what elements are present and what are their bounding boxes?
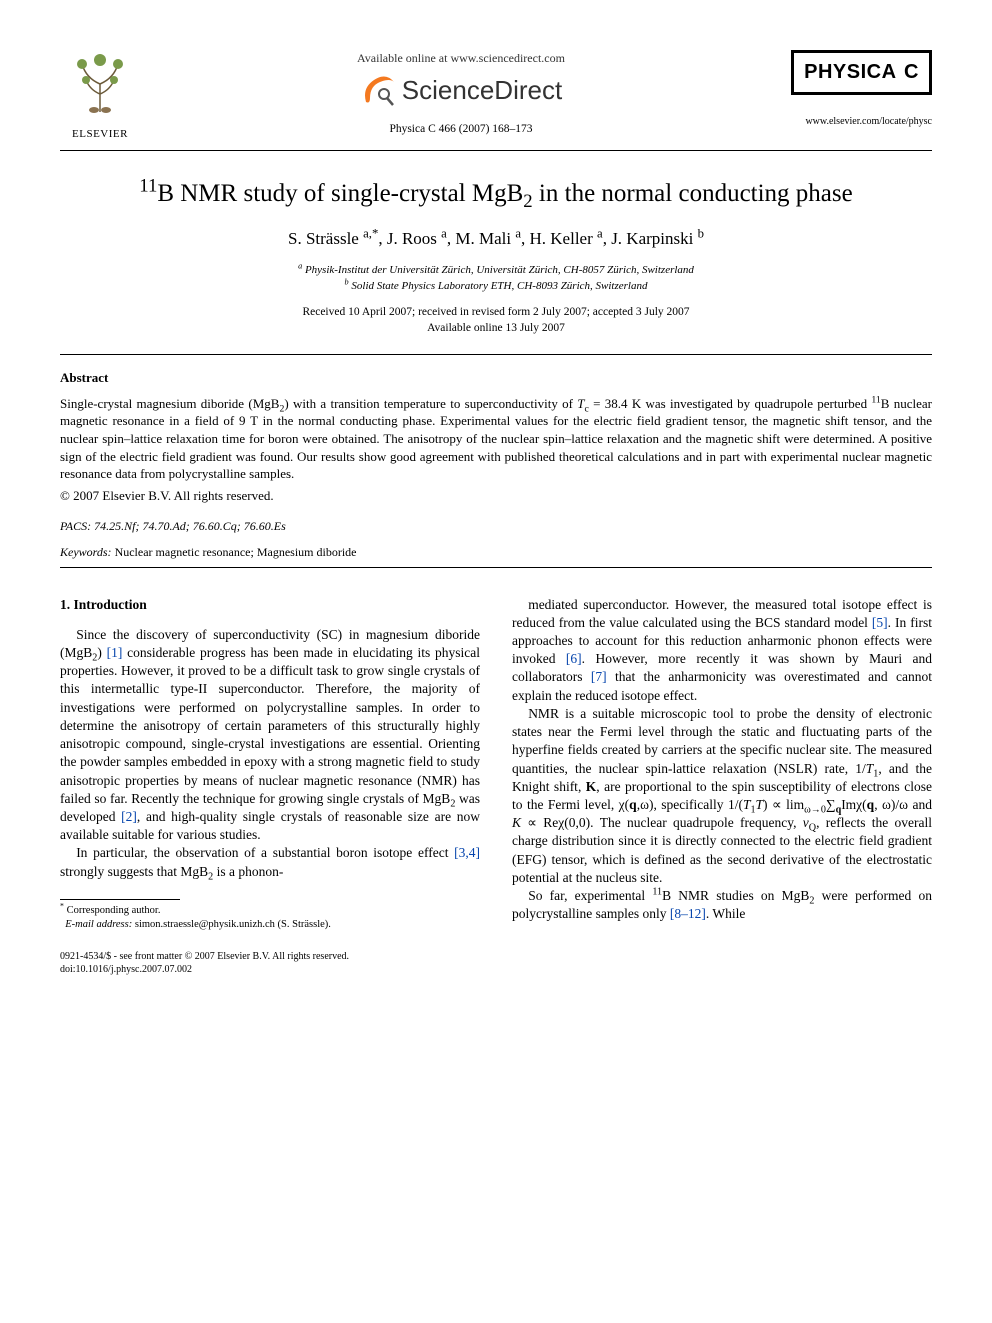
elsevier-name: ELSEVIER [60,127,140,142]
abstract-bottom-rule [60,567,932,568]
email-label: E-mail address: [65,919,132,930]
article-dates: Received 10 April 2007; received in revi… [60,304,932,336]
online-date: Available online 13 July 2007 [60,320,932,336]
authors-line: S. Strässle a,*, J. Roos a, M. Mali a, H… [60,228,932,251]
affiliation-b: b Solid State Physics Laboratory ETH, CH… [60,279,932,294]
page-header: ELSEVIER Available online at www.science… [60,50,932,142]
header-rule [60,150,932,151]
right-column: mediated superconductor. However, the me… [512,596,932,933]
email-who: (S. Strässle). [278,919,331,930]
available-online-text: Available online at www.sciencedirect.co… [140,50,782,66]
abstract-body: Single-crystal magnesium diboride (MgB2)… [60,395,932,483]
sciencedirect-logo: ScienceDirect [360,72,562,108]
elsevier-logo: ELSEVIER [60,50,140,142]
left-column: 1. Introduction Since the discovery of s… [60,596,480,933]
corresponding-author-footnote: * Corresponding author. E-mail address: … [60,904,480,932]
page-footer: 0921-4534/$ - see front matter © 2007 El… [60,950,932,976]
abstract-copyright: © 2007 Elsevier B.V. All rights reserved… [60,487,932,505]
received-date: Received 10 April 2007; received in revi… [60,304,932,320]
center-header: Available online at www.sciencedirect.co… [140,50,782,138]
keywords-line: Keywords: Nuclear magnetic resonance; Ma… [60,544,932,560]
body-columns: 1. Introduction Since the discovery of s… [60,596,932,933]
pacs-line: PACS: 74.25.Nf; 74.70.Ad; 76.60.Cq; 76.6… [60,518,932,534]
email-address[interactable]: simon.straessle@physik.unizh.ch [135,919,275,930]
pacs-codes: 74.25.Nf; 74.70.Ad; 76.60.Cq; 76.60.Es [94,519,286,533]
sciencedirect-swoosh-icon [360,72,396,108]
pacs-label: PACS: [60,519,91,533]
abstract-top-rule [60,354,932,355]
front-matter-line: 0921-4534/$ - see front matter © 2007 El… [60,950,932,963]
abstract-heading: Abstract [60,369,932,387]
article-title: 11B NMR study of single-crystal MgB2 in … [60,177,932,211]
affiliation-b-text: Solid State Physics Laboratory ETH, CH-8… [351,280,647,292]
affiliation-a: a Physik-Institut der Universität Zürich… [60,263,932,278]
journal-reference: Physica C 466 (2007) 168–173 [140,122,782,138]
keywords-label: Keywords: [60,545,112,559]
locate-url: www.elsevier.com/locate/physc [782,115,932,129]
keywords-text: Nuclear magnetic resonance; Magnesium di… [115,545,357,559]
physica-logo: PHYSICA C [791,50,932,95]
sciencedirect-text: ScienceDirect [402,73,562,108]
affiliation-a-text: Physik-Institut der Universität Zürich, … [305,264,694,276]
physica-text: PHYSICA [804,61,896,83]
section-1-heading: 1. Introduction [60,596,480,614]
elsevier-tree-icon [66,50,134,118]
left-column-text: Since the discovery of superconductivity… [60,626,480,881]
corr-author-label: Corresponding author. [67,905,161,916]
footnote-rule [60,899,180,900]
right-header: PHYSICA C www.elsevier.com/locate/physc [782,50,932,129]
doi-line: doi:10.1016/j.physc.2007.07.002 [60,963,932,976]
physica-series: C [904,61,919,83]
right-column-text: mediated superconductor. However, the me… [512,596,932,924]
